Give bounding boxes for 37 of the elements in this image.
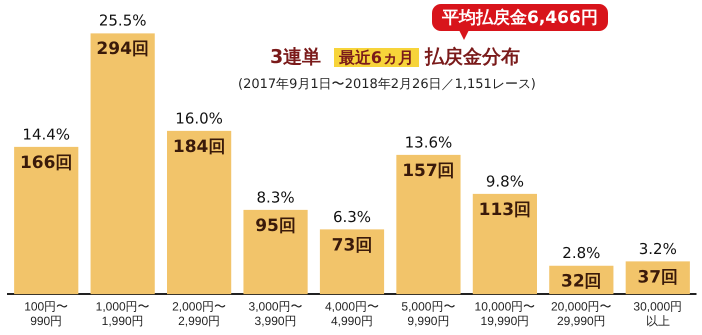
data-label: 95回 — [255, 216, 296, 236]
data-label: 113回 — [478, 200, 532, 220]
x-tick-label: 3,000円〜3,990円 — [248, 300, 303, 328]
data-label: 32回 — [560, 272, 602, 292]
text: 3連単 最近6ヵ月 払戻金分布 — [270, 46, 520, 68]
data-label: 37回 — [637, 267, 678, 288]
x-tick-label: 100円〜990円 — [24, 300, 68, 328]
text: (2017年9月1日〜2018年2月26日／1,151レース) — [238, 76, 536, 93]
bar — [167, 130, 232, 294]
annotation: 3.2% — [638, 240, 677, 258]
data-label: 294回 — [96, 39, 149, 60]
annotation: 9.8% — [486, 172, 524, 190]
data-label: 166回 — [20, 152, 72, 173]
data-label: 184回 — [172, 136, 226, 157]
annotation: 13.6% — [404, 133, 452, 152]
x-tick-label: 10,000円〜19,990円 — [474, 300, 536, 328]
bar — [472, 194, 537, 294]
bar — [243, 210, 308, 294]
bar — [396, 154, 461, 294]
annotation: 25.5% — [98, 12, 146, 30]
x-tick-label: 5,000円〜9,990円 — [401, 300, 456, 328]
x-tick-label: 2,000円〜2,990円 — [172, 300, 226, 328]
annotation: 14.4% — [22, 125, 70, 144]
data-label: 73回 — [332, 235, 372, 256]
data-label: 157回 — [402, 160, 455, 181]
annotation: 8.3% — [256, 188, 295, 206]
text: 平均払戻金6,466円 — [432, 4, 608, 31]
bar — [320, 229, 384, 294]
x-tick-label: 4,000円〜4,990円 — [324, 300, 380, 328]
annotation: 16.0% — [175, 109, 223, 128]
annotation: 2.8% — [562, 244, 600, 262]
x-tick-label: 1,000円〜1,990円 — [96, 300, 150, 328]
bar — [14, 146, 78, 294]
x-tick-label: 20,000円〜29,990円 — [550, 300, 612, 328]
bar — [90, 33, 155, 294]
x-tick-label: 30,000円以上 — [633, 300, 682, 328]
annotation: 6.3% — [332, 208, 372, 226]
